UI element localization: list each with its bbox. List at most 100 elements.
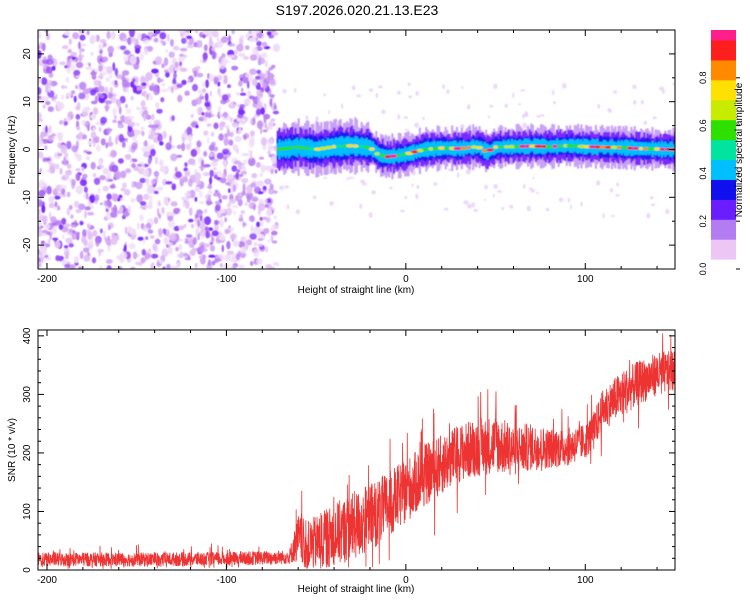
noise-speckle (159, 165, 167, 173)
noise-speckle (73, 255, 80, 264)
noise-speckle (139, 177, 146, 184)
noise-speckle (120, 170, 127, 179)
noise-speckle (146, 145, 151, 150)
noise-speckle (217, 106, 222, 113)
faint-speckle (602, 212, 605, 219)
noise-speckle (169, 135, 172, 143)
signal-peak (594, 145, 601, 149)
noise-speckle (90, 114, 97, 120)
colorbar-band (711, 149, 736, 153)
noise-speckle (151, 266, 155, 269)
noise-speckle (270, 64, 276, 69)
noise-speckle (127, 205, 132, 214)
noise-speckle (165, 71, 170, 78)
noise-speckle (45, 125, 48, 134)
noise-speckle (66, 59, 72, 69)
faint-speckle (463, 200, 469, 205)
x-tick-label: -200 (37, 274, 57, 285)
colorbar: 0.0 0.2 0.4 0.6 0.8 Normalized spectral ampl… (698, 30, 745, 275)
noise-speckle (81, 166, 85, 172)
noise-speckle (107, 141, 114, 147)
noise-speckle (235, 253, 240, 261)
noise-speckle (127, 37, 132, 46)
colorbar-band (711, 121, 736, 125)
noise-speckle (194, 186, 201, 192)
noise-speckle (191, 223, 194, 229)
noise-speckle (188, 141, 192, 148)
x-tick-label: 0 (403, 274, 409, 285)
noise-speckle (237, 109, 246, 115)
signal-peak (358, 145, 364, 149)
noise-speckle (141, 33, 147, 38)
noise-speckle (105, 237, 112, 246)
signal-peak (588, 145, 597, 149)
noise-speckle (192, 83, 198, 92)
noise-speckle (53, 195, 61, 200)
noise-speckle (253, 241, 257, 247)
noise-speckle (238, 80, 243, 87)
noise-speckle (228, 43, 236, 47)
signal-peak (482, 149, 488, 153)
signal-peak (574, 144, 579, 148)
noise-speckle (191, 162, 196, 166)
noise-speckle (172, 45, 180, 51)
noise-speckle (214, 219, 219, 226)
noise-speckle (231, 165, 238, 172)
noise-speckle (156, 108, 163, 114)
noise-speckle (271, 224, 279, 229)
noise-speckle (45, 101, 51, 106)
faint-speckle (295, 209, 300, 215)
noise-speckle (191, 247, 196, 257)
noise-speckle (163, 236, 169, 245)
noise-speckle (67, 48, 72, 54)
noise-speckle (235, 92, 240, 96)
noise-speckle (103, 66, 108, 71)
noise-speckle (117, 123, 125, 129)
signal-peak (401, 153, 407, 157)
noise-speckle (123, 50, 131, 55)
noise-speckle (162, 266, 166, 269)
noise-speckle (160, 97, 165, 103)
noise-speckle (225, 207, 233, 216)
noise-speckle (240, 246, 247, 254)
noise-speckle (86, 151, 92, 155)
colorbar-band (711, 253, 736, 256)
noise-speckle (63, 245, 69, 249)
noise-speckle (220, 176, 227, 184)
noise-speckle (216, 211, 221, 219)
noise-speckle (99, 175, 106, 181)
noise-speckle (117, 197, 121, 202)
noise-speckle (228, 227, 234, 232)
snr-axes: -200 -100 0 100 0 100 200 300 400 (22, 327, 675, 586)
noise-speckle (54, 201, 58, 208)
colorbar-band (711, 163, 736, 167)
colorbar-band (711, 211, 736, 214)
faint-speckle (286, 204, 290, 210)
noise-speckle (81, 119, 86, 125)
colorbar-band (711, 63, 736, 67)
colorbar-band (711, 79, 736, 83)
noise-speckle (200, 165, 204, 172)
noise-speckle (76, 126, 81, 131)
noise-speckle (80, 54, 85, 58)
noise-speckle (252, 46, 258, 55)
noise-speckle (118, 106, 122, 115)
signal-peak (379, 154, 386, 158)
colorbar-band (711, 235, 736, 238)
noise-speckle (126, 88, 130, 94)
colorbar-band (711, 181, 736, 184)
noise-speckle (75, 85, 78, 89)
signal-band (502, 139, 505, 155)
noise-speckle (272, 110, 279, 115)
noise-speckle (185, 234, 193, 238)
noise-speckle (255, 108, 262, 116)
faint-speckle (282, 89, 287, 94)
noise-speckle (266, 31, 272, 36)
noise-speckle (221, 244, 224, 253)
noise-speckle (163, 196, 169, 205)
noise-speckle (54, 240, 61, 249)
noise-speckle (157, 228, 163, 235)
signal-peak (298, 146, 306, 150)
noise-speckle (142, 37, 150, 45)
noise-speckle (244, 202, 248, 206)
